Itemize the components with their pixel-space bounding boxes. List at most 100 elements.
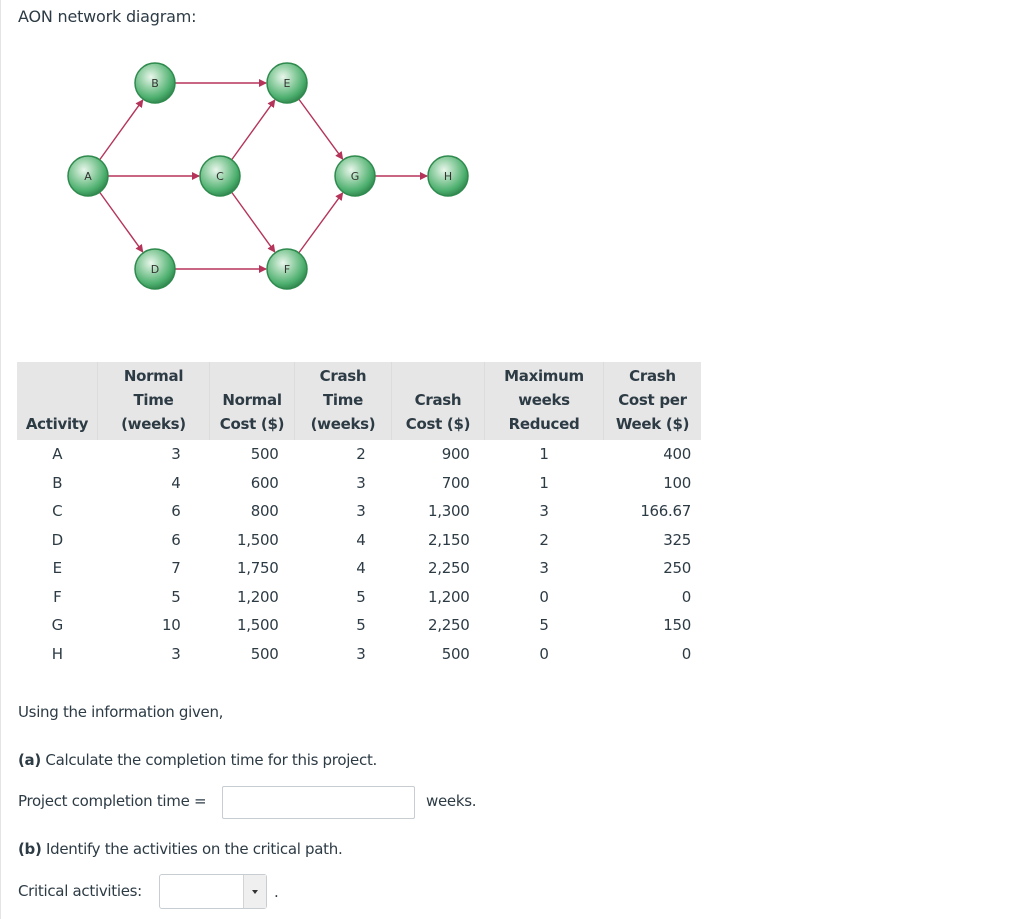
cell-max-weeks-reduced: 3 [539,502,549,521]
node-circle-icon [67,155,109,197]
cell-normal-cost: 1,200 [237,587,279,606]
node-label: G [351,170,360,183]
arrow-F-to-G [298,192,344,254]
node-label: A [84,170,92,183]
critical-activities-dropdown[interactable] [159,874,267,909]
dropdown-toggle-button[interactable] [243,875,266,908]
cell-activity: G [51,616,64,635]
page-left-border [0,0,1,919]
trailing-period: . [274,883,279,901]
cell-normal-time: 6 [171,530,181,549]
cell-normal-cost: 500 [250,445,279,464]
cell-max-weeks-reduced: 0 [539,644,549,663]
cell-max-weeks-reduced: 5 [539,616,549,635]
part-a-question: (a) Calculate the completion time for th… [18,751,377,769]
intro-text: Using the information given, [18,703,224,721]
cell-max-weeks-reduced: 0 [539,587,549,606]
cell-crash-cost: 500 [441,644,470,663]
header-max-weeks-reduced: Maximum weeks Reduced [484,362,604,440]
cell-crash-cost-per-week: 100 [663,473,691,492]
node-C: C [199,155,241,197]
table-row: G 10 1,500 5 2,250 5 150 [17,611,701,640]
cell-crash-cost: 1,300 [428,502,470,521]
arrow-E-to-G [298,98,344,160]
chevron-down-icon [252,889,258,894]
part-b-question: (b) Identify the activities on the criti… [18,840,343,858]
cell-crash-cost-per-week: 0 [681,587,692,606]
part-a-label: (a) [18,751,41,769]
cell-normal-cost: 500 [250,644,279,663]
node-A: A [67,155,109,197]
page-title: AON network diagram: [18,7,197,26]
cell-normal-cost: 1,750 [237,559,279,578]
node-circle-icon [266,248,308,290]
cell-crash-cost-per-week: 0 [681,644,692,663]
node-label: F [284,263,290,276]
node-E: E [266,62,308,104]
cell-max-weeks-reduced: 1 [539,473,549,492]
diagram-arrows [99,79,428,273]
cell-crash-time: 4 [356,530,366,549]
node-D: D [134,248,176,290]
cell-normal-time: 10 [162,616,181,635]
header-crash-cost-per-week: Crash Cost per Week ($) [603,362,701,440]
cell-crash-cost: 2,250 [428,559,470,578]
cell-crash-time: 3 [356,644,366,663]
cell-crash-cost-per-week: 250 [663,559,691,578]
node-circle-icon [199,155,241,197]
arrow-A-to-D [99,191,144,253]
dropdown-selected-value [160,875,243,908]
node-F: F [266,248,308,290]
cell-activity: C [52,502,63,521]
node-label: H [444,170,452,183]
table-row: E 7 1,750 4 2,250 3 250 [17,554,701,583]
cell-crash-cost: 2,250 [428,616,470,635]
cell-normal-time: 3 [171,644,181,663]
table-row: A 3 500 2 900 1 400 [17,440,701,469]
aon-network-diagram: A B C D E F G H [67,62,469,290]
node-circle-icon [334,155,376,197]
table-row: H 3 500 3 500 0 0 [17,640,701,669]
cell-activity: F [53,587,62,606]
cell-normal-time: 5 [171,587,181,606]
part-b-text: Identify the activities on the critical … [41,840,343,858]
cell-normal-time: 6 [171,502,181,521]
cell-crash-time: 4 [356,559,366,578]
cell-crash-time: 5 [356,587,366,606]
header-activity: Activity [17,362,98,440]
cell-activity: B [52,473,63,492]
header-normal-time: Normal Time (weeks) [97,362,210,440]
cell-crash-cost: 1,200 [428,587,470,606]
completion-time-input[interactable] [222,786,415,819]
cell-crash-cost: 700 [441,473,470,492]
part-b-label: (b) [18,840,42,858]
cell-crash-cost-per-week: 325 [663,530,691,549]
node-label: D [151,263,159,276]
table-row: B 4 600 3 700 1 100 [17,469,701,498]
node-circle-icon [134,62,176,104]
node-label: C [216,170,224,183]
table-row: C 6 800 3 1,300 3 166.67 [17,497,701,526]
cell-normal-time: 4 [171,473,181,492]
header-crash-time: Crash Time (weeks) [294,362,392,440]
cell-max-weeks-reduced: 2 [539,530,549,549]
cell-activity: D [51,530,64,549]
arrow-A-to-B [99,99,144,161]
header-crash-cost: Crash Cost ($) [391,362,485,440]
cell-crash-time: 3 [356,473,366,492]
node-circle-icon [427,155,469,197]
node-G: G [334,155,376,197]
cell-normal-cost: 1,500 [237,530,279,549]
cell-crash-time: 5 [356,616,366,635]
node-label: E [284,77,291,90]
arrow-C-to-E [231,99,276,161]
cell-max-weeks-reduced: 1 [539,445,549,464]
node-label: B [151,77,159,90]
table-row: D 6 1,500 4 2,150 2 325 [17,526,701,555]
cell-normal-time: 3 [171,445,181,464]
cell-crash-cost-per-week: 150 [663,616,691,635]
cell-normal-cost: 600 [250,473,279,492]
cell-normal-time: 7 [171,559,181,578]
cell-activity: A [52,445,63,464]
arrow-C-to-F [231,191,276,253]
